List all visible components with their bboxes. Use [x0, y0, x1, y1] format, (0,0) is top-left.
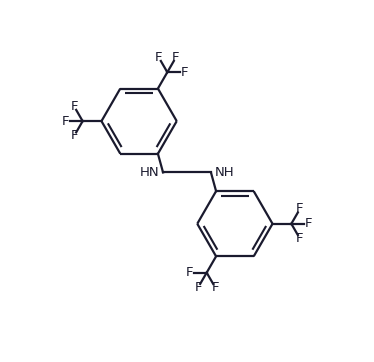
Text: F: F — [70, 100, 78, 113]
Text: F: F — [186, 266, 193, 279]
Text: F: F — [181, 66, 188, 79]
Text: F: F — [211, 281, 219, 294]
Text: HN: HN — [140, 166, 159, 179]
Text: F: F — [62, 115, 69, 128]
Text: F: F — [296, 232, 304, 245]
Text: F: F — [70, 130, 78, 142]
Text: F: F — [172, 51, 180, 64]
Text: NH: NH — [215, 166, 234, 179]
Text: F: F — [194, 281, 202, 294]
Text: F: F — [296, 202, 304, 215]
Text: F: F — [305, 217, 312, 230]
Text: F: F — [155, 51, 163, 64]
